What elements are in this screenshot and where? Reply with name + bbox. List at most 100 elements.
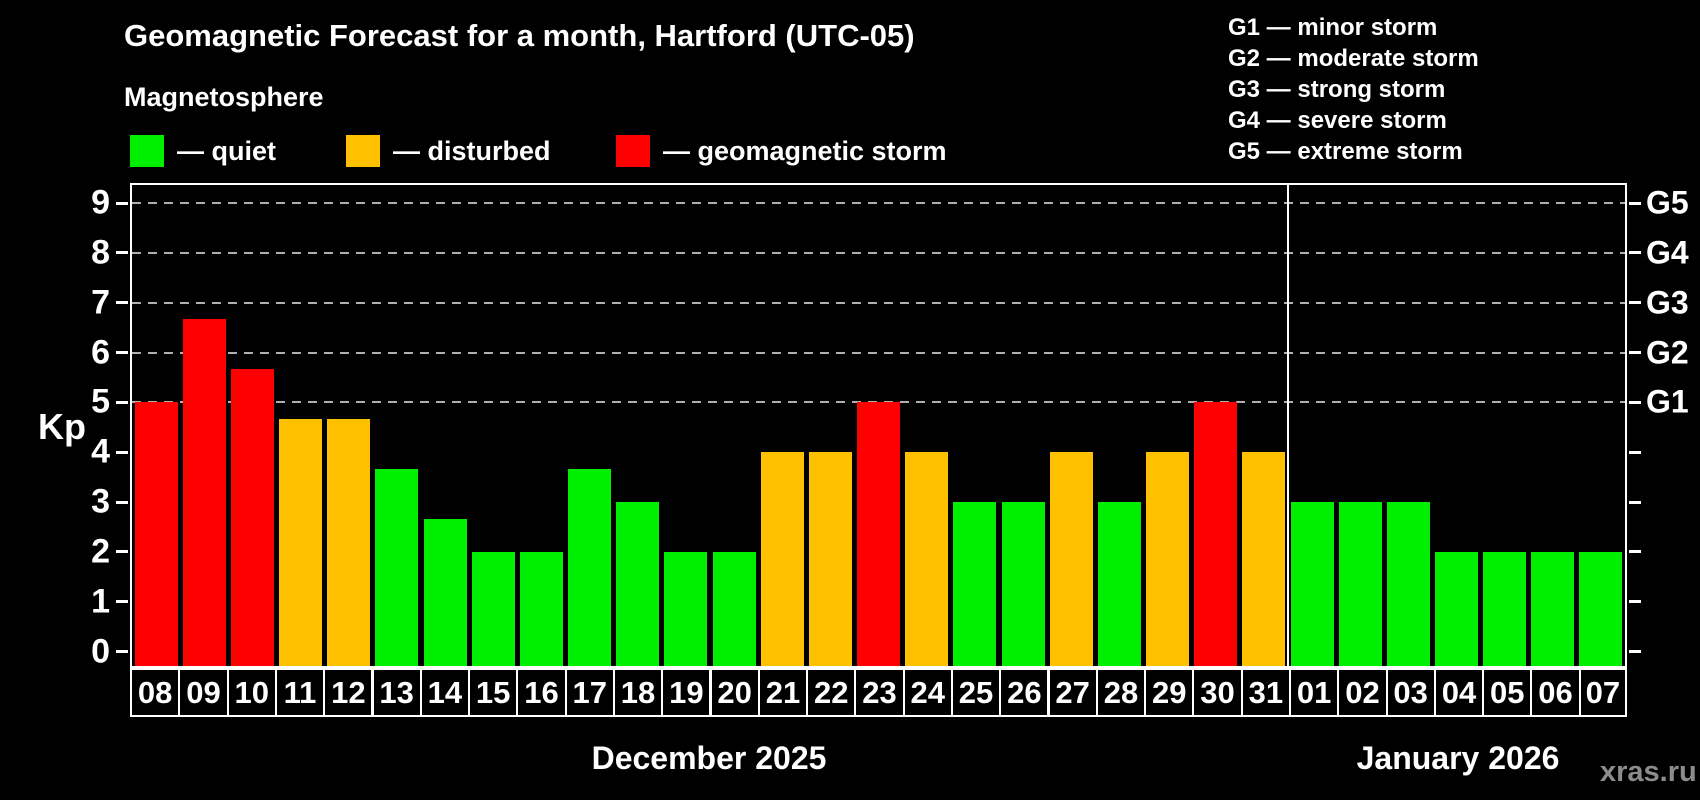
chart-title: Geomagnetic Forecast for a month, Hartfo… xyxy=(124,18,915,53)
y-tick-right xyxy=(1629,500,1641,504)
day-label-17: 17 xyxy=(564,668,615,717)
y-tick-right xyxy=(1629,650,1641,653)
y-tick-label: 5 xyxy=(91,382,110,421)
gridline-kp7 xyxy=(132,301,1625,304)
storm-swatch-icon xyxy=(616,135,650,167)
disturbed-swatch-icon xyxy=(346,135,380,167)
day-label-12: 12 xyxy=(323,668,374,717)
kp-bar-12 xyxy=(327,418,371,666)
month-separator xyxy=(1286,185,1289,666)
kp-bar-18 xyxy=(616,502,660,666)
y-axis-title: Kp xyxy=(38,406,86,447)
y-tick-label: 6 xyxy=(91,333,110,372)
kp-bar-08 xyxy=(134,402,178,666)
day-label-27: 27 xyxy=(1047,668,1098,717)
day-label-21: 21 xyxy=(757,668,809,717)
day-label-29: 29 xyxy=(1144,668,1195,717)
kp-bar-24 xyxy=(905,452,949,666)
gridline-kp5 xyxy=(132,401,1625,404)
quiet-swatch-icon xyxy=(130,135,164,167)
day-label-01: 01 xyxy=(1289,668,1340,717)
kp-bar-30 xyxy=(1194,402,1238,666)
kp-bar-11 xyxy=(279,418,323,666)
kp-bar-07 xyxy=(1579,551,1623,666)
g-level-label-g5: G5 xyxy=(1646,184,1689,221)
y-tick-label: 7 xyxy=(91,283,110,322)
y-tick-left xyxy=(116,351,128,355)
day-label-06: 06 xyxy=(1530,668,1581,717)
y-tick-label: 2 xyxy=(91,532,110,571)
y-tick-label: 3 xyxy=(91,482,110,521)
y-tick-right xyxy=(1629,301,1641,305)
day-label-23: 23 xyxy=(854,668,905,717)
legend-label: — disturbed xyxy=(393,135,551,166)
day-label-04: 04 xyxy=(1433,668,1485,717)
day-label-24: 24 xyxy=(902,668,953,717)
gridline-kp8 xyxy=(132,251,1625,254)
day-label-31: 31 xyxy=(1240,668,1291,717)
kp-bar-21 xyxy=(760,452,804,666)
kp-bar-17 xyxy=(568,468,612,666)
storm-scale-g3: G3 — strong storm xyxy=(1228,76,1446,103)
y-tick-left xyxy=(116,600,128,604)
y-tick-left xyxy=(116,450,128,454)
kp-bar-23 xyxy=(857,402,900,666)
kp-bar-15 xyxy=(471,551,515,666)
y-tick-label: 1 xyxy=(91,582,110,621)
y-tick-left xyxy=(116,251,128,255)
y-tick-label: 4 xyxy=(91,432,110,471)
day-label-18: 18 xyxy=(612,668,664,717)
kp-bar-22 xyxy=(808,452,852,666)
magnetosphere-label: Magnetosphere xyxy=(124,82,324,112)
storm-scale-legend: G1 — minor storm G2 — moderate storm G3 … xyxy=(1228,12,1479,167)
kp-bar-05 xyxy=(1483,551,1527,666)
day-label-03: 03 xyxy=(1385,668,1436,717)
y-tick-right xyxy=(1629,600,1641,604)
day-label-22: 22 xyxy=(806,668,857,717)
kp-bar-25 xyxy=(953,502,997,666)
y-tick-label: 0 xyxy=(91,632,110,670)
kp-bar-14 xyxy=(423,518,467,666)
day-label-19: 19 xyxy=(661,668,712,717)
g-level-label-g1: G1 xyxy=(1646,383,1689,420)
g-level-label-g2: G2 xyxy=(1646,334,1689,371)
day-label-30: 30 xyxy=(1192,668,1243,717)
legend-item-storm: — geomagnetic storm xyxy=(616,135,947,167)
day-label-10: 10 xyxy=(226,668,277,717)
y-tick-label: 9 xyxy=(91,183,110,222)
day-label-05: 05 xyxy=(1482,668,1533,717)
kp-bar-10 xyxy=(230,369,274,666)
kp-bar-03 xyxy=(1386,502,1430,666)
y-tick-left xyxy=(116,650,128,653)
plot-area xyxy=(130,183,1627,668)
day-label-14: 14 xyxy=(419,668,470,717)
legend-item-quiet: — quiet xyxy=(130,135,276,167)
day-label-15: 15 xyxy=(468,668,519,717)
day-label-08: 08 xyxy=(130,668,181,717)
kp-bar-06 xyxy=(1531,551,1575,666)
y-tick-left xyxy=(116,201,128,205)
storm-scale-g5: G5 — extreme storm xyxy=(1228,138,1463,165)
kp-bar-09 xyxy=(182,319,226,666)
y-tick-left xyxy=(116,400,128,404)
month-label-january: January 2026 xyxy=(1356,740,1560,776)
watermark: xras.ru xyxy=(1600,756,1697,788)
legend-item-disturbed: — disturbed xyxy=(346,135,551,167)
day-label-20: 20 xyxy=(709,668,760,717)
month-label-december: December 2025 xyxy=(591,740,827,776)
y-tick-right xyxy=(1629,550,1641,554)
day-label-25: 25 xyxy=(950,668,1002,717)
day-label-11: 11 xyxy=(274,668,326,717)
kp-bar-01 xyxy=(1290,502,1334,666)
day-label-07: 07 xyxy=(1578,668,1627,717)
storm-scale-g1: G1 — minor storm xyxy=(1228,14,1438,41)
g-level-label-g3: G3 xyxy=(1646,284,1689,321)
y-tick-left xyxy=(116,550,128,554)
y-tick-right xyxy=(1629,450,1641,454)
y-tick-left xyxy=(116,301,128,305)
legend-label: — quiet xyxy=(177,135,276,166)
day-axis: 08 09 10 11 12 13 14 15 16 17 18 19 20 21 22 23 24 25 26 27… xyxy=(130,668,1627,717)
day-label-02: 02 xyxy=(1337,668,1388,717)
day-label-28: 28 xyxy=(1095,668,1147,717)
